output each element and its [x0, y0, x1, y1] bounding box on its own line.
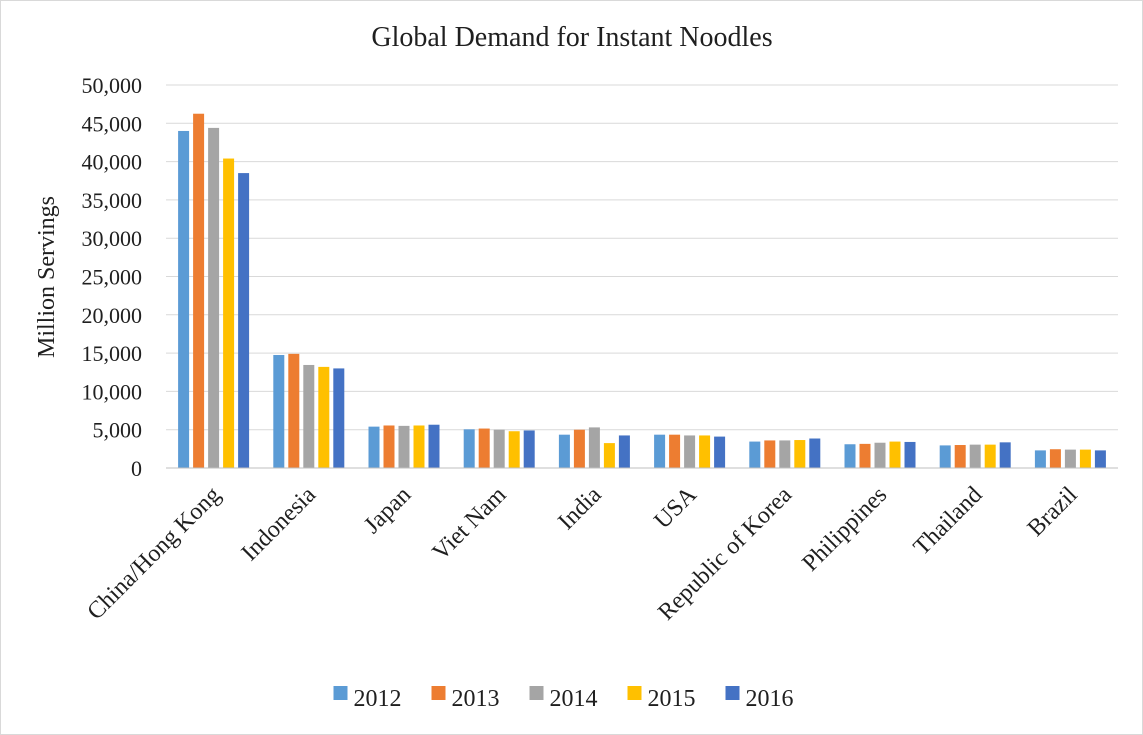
bar-2013	[193, 113, 205, 468]
bar-2012	[1034, 450, 1046, 468]
bar-2015	[1079, 449, 1091, 468]
y-tick-label: 5,000	[93, 418, 143, 443]
category-label: China/Hong Kong	[83, 482, 226, 625]
bar-2015	[699, 435, 711, 468]
bar-2012	[749, 441, 761, 468]
bars	[178, 113, 1106, 469]
y-tick-label: 0	[131, 456, 142, 481]
legend-label: 2015	[648, 686, 696, 712]
bar-2012	[368, 426, 380, 468]
bar-2013	[288, 353, 300, 468]
bar-2013	[1049, 449, 1061, 468]
bar-2014	[969, 444, 981, 468]
bar-2013	[954, 445, 966, 468]
bar-2014	[398, 425, 410, 468]
bar-2016	[523, 430, 535, 468]
bar-2012	[178, 130, 190, 468]
category-label: India	[553, 482, 606, 535]
bar-2014	[684, 435, 696, 468]
legend: 2012 2013 2014 2015 2016	[333, 686, 794, 712]
bar-2012	[939, 445, 951, 468]
bar-2014	[874, 442, 886, 468]
bar-2014	[208, 127, 220, 469]
x-axis-categories: China/Hong Kong Indonesia Japan Viet Nam Ind…	[83, 481, 1083, 625]
bar-2016	[1094, 450, 1106, 468]
category-label: Brazil	[1023, 482, 1083, 542]
bar-2013	[764, 440, 776, 468]
bar-2015	[984, 444, 996, 468]
legend-swatch-2014	[529, 686, 544, 700]
bar-2015	[508, 431, 520, 468]
category-label: Viet Nam	[428, 482, 512, 566]
legend-label: 2016	[746, 686, 794, 712]
legend-label: 2013	[452, 686, 500, 712]
y-tick-label: 50,000	[82, 73, 143, 98]
bar-2012	[654, 434, 666, 468]
category-label: Thailand	[909, 482, 988, 561]
y-tick-label: 30,000	[82, 226, 143, 251]
y-tick-label: 35,000	[82, 188, 143, 213]
bar-2015	[603, 443, 615, 468]
bar-2014	[493, 429, 505, 468]
bar-2016	[999, 442, 1011, 468]
bar-2016	[809, 438, 821, 468]
y-tick-label: 15,000	[82, 341, 143, 366]
bar-2014	[1064, 449, 1076, 468]
bar-2016	[618, 435, 630, 468]
category-label: Indonesia	[237, 482, 322, 567]
category-label: Philippines	[797, 482, 892, 577]
y-tick-label: 40,000	[82, 150, 143, 175]
bar-2016	[904, 441, 916, 468]
category-label: USA	[650, 481, 703, 534]
y-tick-label: 20,000	[82, 303, 143, 328]
legend-swatch-2015	[627, 686, 642, 700]
bar-2015	[889, 441, 901, 468]
bar-2012	[844, 444, 856, 468]
bar-2013	[573, 429, 585, 468]
y-axis-label: Million Servings	[34, 196, 60, 358]
chart-title: Global Demand for Instant Noodles	[371, 22, 772, 53]
legend-swatch-2012	[333, 686, 348, 700]
y-tick-label: 25,000	[82, 265, 143, 290]
bar-2016	[238, 173, 250, 468]
bar-2014	[779, 440, 791, 468]
bar-2016	[333, 368, 345, 468]
legend-swatch-2013	[431, 686, 446, 700]
bar-2012	[273, 355, 285, 468]
bar-2015	[223, 158, 235, 468]
y-axis-ticks: 0 5,000 10,000 15,000 20,000 25,000 30,000 35,0…	[82, 73, 143, 481]
legend-label: 2012	[354, 686, 402, 712]
y-tick-label: 10,000	[82, 379, 143, 404]
bar-2014	[303, 364, 315, 468]
bar-2013	[859, 443, 871, 468]
bar-2015	[318, 366, 330, 468]
bar-2015	[794, 440, 806, 468]
legend-label: 2014	[550, 686, 598, 712]
legend-swatch-2016	[725, 686, 740, 700]
bar-2015	[413, 425, 425, 468]
bar-2013	[383, 425, 395, 468]
bar-2014	[588, 427, 600, 468]
bar-2016	[714, 436, 726, 468]
y-tick-label: 45,000	[82, 111, 143, 136]
bar-2012	[463, 429, 475, 468]
bar-2016	[428, 424, 440, 468]
bar-2013	[478, 428, 490, 468]
category-label: Japan	[359, 482, 416, 539]
bar-2012	[558, 434, 570, 468]
bar-2013	[669, 434, 681, 468]
